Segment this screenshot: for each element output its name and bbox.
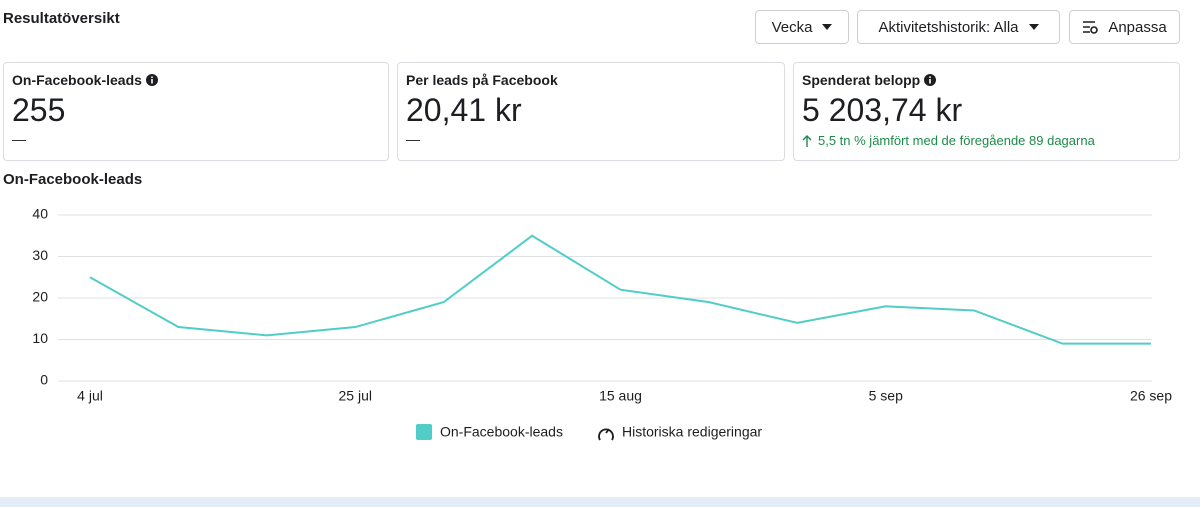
dropdown-icon	[1028, 24, 1039, 30]
card-value: 255	[12, 92, 66, 128]
card-label: Per leads på Facebook	[406, 72, 558, 88]
x-tick-label: 4 jul	[77, 388, 103, 404]
legend-label: On-Facebook-leads	[440, 424, 563, 440]
bottom-bar	[0, 497, 1200, 507]
card-label: Spenderat belopp	[802, 72, 921, 88]
x-tick-label: 25 jul	[339, 388, 372, 404]
metric-card: Spenderat belopp 5 203,74 kr 5,5 tn % jä…	[793, 62, 1180, 161]
x-tick-label: 26 sep	[1130, 388, 1172, 404]
metric-card: On-Facebook-leads 255 —	[3, 62, 389, 161]
period-button[interactable]: Vecka	[755, 10, 849, 44]
x-tick-label: 5 sep	[869, 388, 903, 404]
button-label: Vecka	[771, 18, 813, 36]
data-line	[89, 234, 1151, 345]
up-arrow-icon	[802, 134, 812, 147]
customize-button[interactable]: Anpassa	[1069, 10, 1180, 44]
chart: On-Facebook-leads 0 10 20 30 40 4 jul 25 jul 15…	[3, 171, 1172, 441]
card-delta: 5,5 tn % jämfört med de föregående 89 da…	[818, 133, 1095, 148]
metric-card: Per leads på Facebook 20,41 kr —	[397, 62, 785, 161]
card-sub: —	[406, 131, 420, 147]
card-sub: —	[12, 131, 26, 147]
activity-button[interactable]: Aktivitetshistorik: Alla	[857, 10, 1060, 44]
info-icon	[924, 74, 937, 86]
card-label: On-Facebook-leads	[12, 72, 142, 88]
y-tick-label: 40	[32, 206, 48, 222]
y-tick-label: 10	[32, 330, 48, 346]
y-tick-label: 20	[32, 289, 48, 305]
card-value: 5 203,74 kr	[802, 92, 963, 128]
button-label: Anpassa	[1108, 18, 1167, 36]
button-label: Aktivitetshistorik: Alla	[878, 18, 1019, 36]
legend-swatch	[416, 424, 432, 440]
legend-label: Historiska redigeringar	[622, 424, 762, 440]
info-icon	[145, 74, 158, 86]
y-tick-label: 30	[32, 247, 48, 263]
card-value: 20,41 kr	[406, 92, 522, 128]
y-tick-label: 0	[40, 372, 48, 388]
legend-icon	[598, 428, 614, 441]
dropdown-icon	[822, 24, 833, 30]
page-title: Resultatöversikt	[3, 10, 120, 27]
settings-icon	[1083, 21, 1099, 34]
x-tick-label: 15 aug	[599, 388, 642, 404]
chart-title: On-Facebook-leads	[3, 171, 142, 188]
